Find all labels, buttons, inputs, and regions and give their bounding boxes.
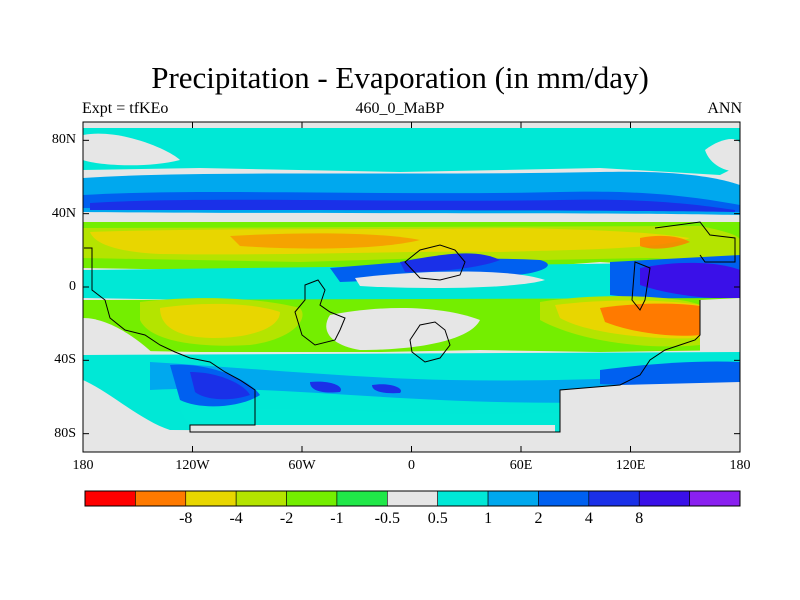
- field-itcz-deep: [400, 253, 500, 272]
- continent-outline-east: [631, 261, 651, 311]
- colorbar-cell: [135, 490, 187, 507]
- field-polar-gray-inner: [190, 425, 555, 432]
- lon-tick-label: 180: [729, 458, 751, 473]
- field-itcz-ring: [355, 271, 545, 288]
- field-south-storm-dark-mid: [310, 381, 341, 393]
- continent-outline-africa: [294, 279, 346, 346]
- field-south-storm-deep-left-core: [190, 372, 250, 400]
- field-band-north-cyan: [83, 128, 740, 175]
- colorbar-cell: [185, 490, 237, 507]
- colorbar-cell: [538, 490, 590, 507]
- colorbar-label: 1: [484, 510, 493, 527]
- field-storm-track-deep: [90, 199, 735, 212]
- lat-tick-label: 40S: [54, 352, 76, 368]
- colorbar-label: 0.5: [427, 510, 448, 527]
- continent-outline-island: [409, 321, 451, 363]
- colorbar-cell: [638, 490, 690, 507]
- lat-tick-label: 40N: [51, 205, 76, 221]
- field-polar-gray: [83, 380, 740, 452]
- continent-outline-ne: [654, 221, 736, 263]
- lon-tick-label: 120E: [615, 458, 646, 473]
- lon-tick-label: 60W: [288, 458, 316, 473]
- lat-tick-label: 80N: [51, 132, 76, 148]
- colorbar-frame: [84, 490, 741, 507]
- field-subtropic-north-orange: [230, 233, 420, 249]
- field-subtropic-south-orange-east: [600, 303, 700, 336]
- colorbar-label: 8: [635, 510, 644, 527]
- lat-tick-label: 0: [69, 279, 76, 294]
- lon-tick-label: 180: [72, 458, 94, 473]
- colorbar-cell: [84, 490, 136, 507]
- colorbar-cell: [689, 490, 741, 507]
- experiment-label: Expt = tfKEo: [82, 100, 169, 117]
- colorbar-label: -0.5: [374, 510, 400, 527]
- colorbar-cell: [437, 490, 489, 507]
- period-label: 460_0_MaBP: [355, 100, 445, 117]
- colorbar-cell: [286, 490, 338, 507]
- field-subtropic-south-gray-mid: [326, 308, 480, 350]
- colorbar-label: -4: [229, 510, 243, 527]
- colorbar-label: -1: [330, 510, 344, 527]
- field-arctic-gray-left: [83, 133, 180, 166]
- field-polar-cyan-patch: [180, 408, 560, 428]
- continent-outline-west: [84, 247, 701, 433]
- lat-tick-label: 80S: [54, 425, 76, 441]
- field-itcz-east-deep: [640, 262, 740, 299]
- colorbar-cell: [336, 490, 388, 507]
- colorbar-cell: [588, 490, 640, 507]
- season-label: ANN: [707, 100, 742, 117]
- field-south-storm-dark-mid2: [372, 384, 401, 394]
- colorbar-label: 4: [584, 510, 593, 527]
- colorbar-cell: [487, 490, 539, 507]
- colorbar-label: -8: [179, 510, 193, 527]
- colorbar-cell: [387, 490, 438, 507]
- field-south-storm-dark-east: [600, 361, 740, 387]
- colorbar-label: -2: [279, 510, 294, 527]
- axis-ticks: [82, 122, 741, 452]
- lon-tick-label: 0: [408, 458, 415, 473]
- lon-tick-label: 60E: [509, 458, 533, 473]
- colorbar-cell: [235, 490, 287, 507]
- field-subtropic-south-gray-east: [700, 298, 740, 352]
- field-arctic-gray-right: [705, 138, 740, 172]
- colorbar-label: 2: [534, 510, 543, 527]
- plot-title: Precipitation - Evaporation (in mm/day): [151, 60, 649, 95]
- field-subtropic-south-yellow: [160, 303, 280, 338]
- field-subtropic-north-orange-east: [640, 235, 690, 249]
- field-subtropic-south-gray: [83, 318, 160, 360]
- continent-outline-north: [404, 244, 466, 281]
- lon-tick-label: 120W: [175, 458, 210, 473]
